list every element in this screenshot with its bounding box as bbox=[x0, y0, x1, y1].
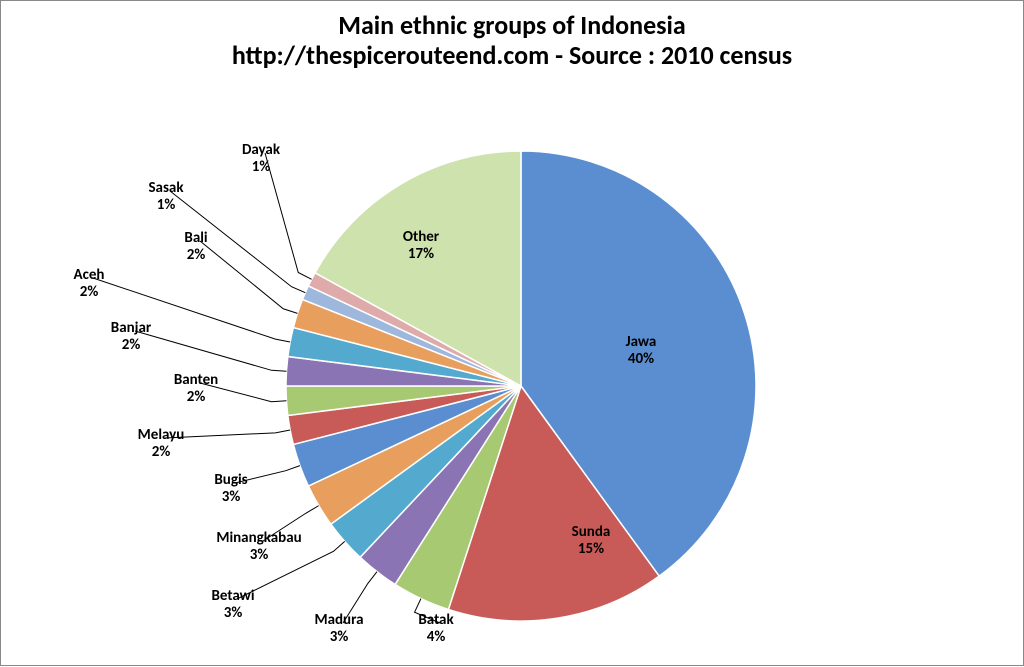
slice-label: Melayu2% bbox=[138, 426, 185, 461]
leader-line bbox=[135, 331, 286, 371]
slice-label: Madura3% bbox=[314, 611, 363, 646]
slice-label: Betawi3% bbox=[211, 587, 254, 622]
slice-label: Jawa40% bbox=[626, 333, 657, 368]
slice-label: Minangkabau3% bbox=[216, 529, 301, 564]
chart-frame: Main ethnic groups of Indonesia http://t… bbox=[0, 0, 1024, 666]
slice-label: Sasak1% bbox=[148, 179, 184, 214]
slice-label: Batak4% bbox=[418, 611, 454, 646]
leader-line bbox=[265, 153, 312, 279]
pie-chart: Jawa40%Sunda15%Batak4%Madura3%Betawi3%Mi… bbox=[1, 1, 1024, 667]
slice-label: Bali2% bbox=[184, 229, 207, 264]
slice-label: Banten2% bbox=[174, 371, 218, 406]
slice-label: Dayak1% bbox=[242, 141, 281, 176]
slice-label: Bugis3% bbox=[214, 471, 247, 506]
leader-line bbox=[200, 241, 298, 313]
slice-label: Aceh2% bbox=[74, 266, 105, 301]
slice-label: Banjar2% bbox=[111, 319, 152, 354]
